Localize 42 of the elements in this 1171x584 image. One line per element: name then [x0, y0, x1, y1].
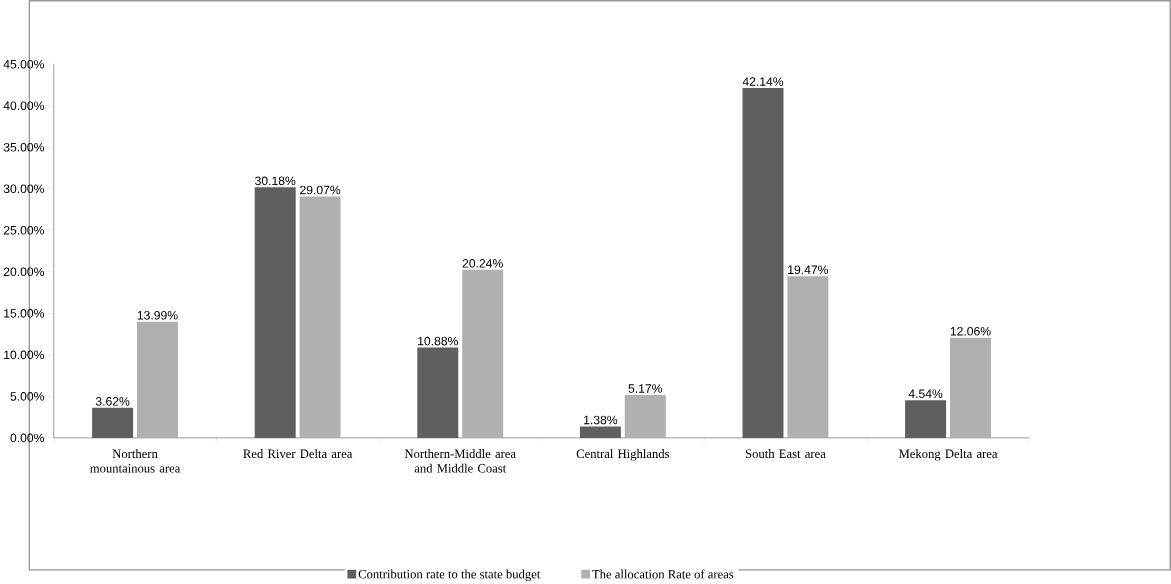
x-tick-label: South East area: [745, 449, 826, 459]
bar: [254, 187, 296, 439]
bar: [742, 88, 784, 439]
data-label: 29.07%: [300, 185, 341, 195]
data-label: 5.17%: [628, 384, 663, 393]
y-tick-label: 40.00%: [3, 101, 45, 111]
bar: [299, 196, 341, 439]
y-tick-label: 25.00%: [3, 226, 45, 235]
data-label: 20.24%: [462, 259, 503, 268]
x-tick-label: Northern mountainous area: [90, 449, 181, 473]
y-tick-label: 35.00%: [3, 143, 45, 152]
data-label: 10.88%: [418, 336, 458, 346]
bar: [949, 337, 991, 439]
bar: [905, 400, 947, 439]
x-tick-label: Central Highlands: [576, 449, 670, 461]
data-label: 30.18%: [255, 176, 296, 186]
y-tick-label: 15.00%: [4, 309, 45, 318]
y-tick-label: 20.00%: [3, 267, 45, 277]
data-label: 42.14%: [742, 77, 784, 86]
y-tick-label: 10.00%: [4, 350, 45, 360]
data-label: 4.54%: [908, 389, 943, 399]
bar: [624, 395, 666, 439]
bar: [462, 269, 504, 439]
data-label: 1.38%: [584, 415, 618, 425]
data-label: 13.99%: [137, 311, 178, 320]
y-tick-label: 45.00%: [3, 60, 45, 69]
bar: [417, 347, 459, 439]
x-tick-label: Northern-Middle area and Middle Coast: [404, 449, 516, 473]
y-tick-label: 0.00%: [10, 433, 45, 443]
bar: [787, 276, 829, 439]
legend-label: The allocation Rate of areas: [592, 569, 734, 579]
y-tick-label: 30.00%: [3, 184, 45, 194]
x-tick-label: Red River Delta area: [243, 449, 353, 459]
y-tick-label: 5.00%: [10, 392, 45, 401]
bar: [136, 321, 178, 439]
bar: [579, 426, 621, 439]
data-label: 19.47%: [788, 265, 829, 275]
data-label: 12.06%: [950, 327, 991, 336]
x-tick-label: Mekong Delta area: [898, 449, 998, 461]
legend-label: Contribution rate to the state budget: [358, 569, 541, 582]
data-label: 3.62%: [95, 397, 130, 406]
bar: [92, 407, 134, 439]
